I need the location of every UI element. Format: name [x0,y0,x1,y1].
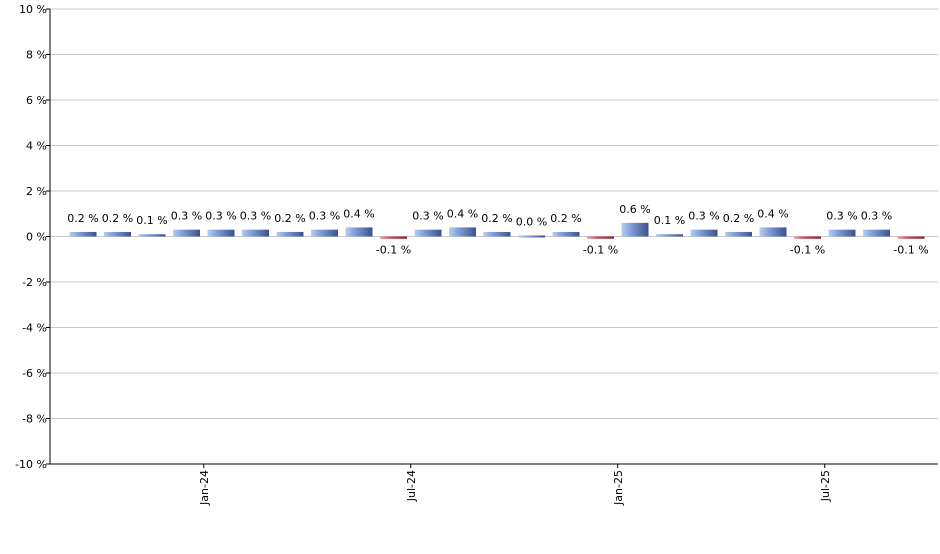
bar [828,229,856,237]
data-label: 0.3 % [861,210,892,223]
data-label: 0.3 % [205,210,236,223]
x-tick-label: Jan-25 [612,470,625,506]
y-tick-label: 8 % [26,49,47,62]
x-tick-label: Jul-25 [819,470,832,502]
data-label: -0.1 % [583,244,618,257]
bar [656,234,683,237]
y-tick-label: 6 % [26,94,47,107]
bar [587,236,614,239]
y-tick-label: -6 % [22,367,47,380]
y-tick-label: -4 % [22,322,47,335]
data-label: 0.4 % [343,207,374,220]
data-label: 0.2 % [723,212,754,225]
y-tick-label: -10 % [15,458,47,471]
y-tick-label: -2 % [22,276,47,289]
y-tick-label: -8 % [22,413,47,426]
bar [380,236,407,239]
bar [759,227,787,237]
bar [863,229,890,237]
data-label: 0.6 % [619,203,650,216]
data-label: 0.4 % [447,207,478,220]
axes: 10 % 8 % 6 % 4 % 2 % 0 % -2 % -4 % -6 % -8 % -10 %… [15,3,938,506]
bar [725,231,752,237]
data-labels: 0.2 % 0.2 % 0.1 % 0.3 % 0.3 % 0.3 % 0.2 % 0.3 %… [67,203,928,257]
y-tick-label: 2 % [26,185,47,198]
y-tick-label: 10 % [19,3,47,16]
bar [345,227,373,237]
data-label: -0.1 % [376,244,411,257]
bar [69,231,97,237]
data-label: 0.3 % [688,210,719,223]
data-label: -0.1 % [790,244,825,257]
y-tick-label: 4 % [26,140,47,153]
bar [449,227,476,237]
data-label: 0.0 % [516,216,547,229]
bar [173,229,200,237]
data-label: 0.2 % [274,212,305,225]
bar [690,229,718,237]
x-tick-label: Jan-24 [198,470,211,506]
data-label: 0.3 % [171,210,202,223]
data-label: -0.1 % [893,244,928,257]
data-label: 0.1 % [654,214,685,227]
data-label: 0.1 % [136,214,167,227]
bar [552,231,580,237]
data-label: 0.2 % [102,212,133,225]
bars [69,222,925,239]
data-label: 0.3 % [412,210,443,223]
x-tick-label: Jul-24 [405,470,418,502]
bar [104,231,131,237]
data-label: 0.3 % [240,210,271,223]
data-label: 0.2 % [550,212,581,225]
data-label: 0.4 % [757,207,788,220]
data-label: 0.3 % [826,210,857,223]
bar [414,229,442,237]
bar [794,236,821,239]
bar [138,234,166,237]
data-label: 0.3 % [309,210,340,223]
data-label: 0.2 % [481,212,512,225]
bar [276,231,304,237]
y-tick-label: 0 % [26,231,47,244]
bar [311,229,338,237]
bar [242,229,269,237]
bar [207,229,235,237]
bar [518,235,545,238]
bar [897,236,925,239]
bar [483,231,511,237]
bar [621,222,649,237]
data-label: 0.2 % [67,212,98,225]
